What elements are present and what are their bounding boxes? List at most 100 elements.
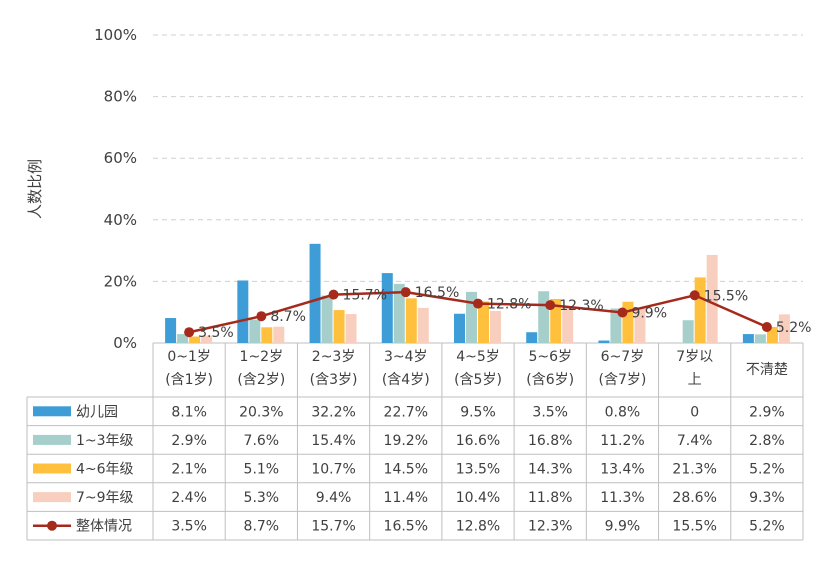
y-tick-label: 100% <box>94 26 137 44</box>
table-cell: 8.1% <box>171 404 207 420</box>
category-label: (含5岁) <box>454 372 502 388</box>
table-cell: 15.4% <box>311 433 355 449</box>
overall-line-point <box>545 300 556 311</box>
y-tick-label: 0% <box>113 334 137 352</box>
bar <box>610 308 622 343</box>
table-cell: 14.5% <box>384 462 428 478</box>
data-label: 16.5% <box>415 285 459 301</box>
y-tick-label: 20% <box>104 272 137 290</box>
bar <box>165 318 177 343</box>
y-tick-label: 60% <box>104 149 137 167</box>
table-cell: 20.3% <box>239 404 283 420</box>
data-label: 5.2% <box>776 320 812 336</box>
bar <box>333 310 345 343</box>
table-cell: 16.8% <box>528 433 572 449</box>
overall-line-point <box>328 289 339 300</box>
bar <box>405 298 417 343</box>
table-cell: 16.6% <box>456 433 500 449</box>
bar <box>490 310 501 343</box>
bar <box>598 340 610 343</box>
bar <box>778 314 790 343</box>
bar <box>249 319 261 343</box>
table-cell: 11.8% <box>528 490 572 506</box>
data-label: 8.7% <box>270 309 306 325</box>
category-label: 2~3岁 <box>312 349 356 365</box>
table-cell: 32.2% <box>311 404 355 420</box>
overall-line-point <box>689 290 700 301</box>
data-table: 0~1岁 (含1岁) 1~2岁 (含2岁) 2~3岁 (含3岁) 3~4岁 (含4岁) 4~5岁… <box>26 343 804 541</box>
table-cell: 10.4% <box>456 490 500 506</box>
data-label: 15.5% <box>704 288 748 304</box>
category-label: 1~2岁 <box>240 349 284 365</box>
category-label: 4~5岁 <box>456 349 500 365</box>
legend-swatch <box>33 434 71 445</box>
table-cell: 13.4% <box>600 462 644 478</box>
table-cell: 13.5% <box>456 462 500 478</box>
table-cell: 0.8% <box>605 404 641 420</box>
table-cell: 9.4% <box>316 490 352 506</box>
overall-line-point <box>256 311 267 322</box>
table-cell: 5.1% <box>244 462 280 478</box>
bar <box>766 326 778 343</box>
table-cell: 11.3% <box>600 490 644 506</box>
overall-line-point <box>473 298 483 309</box>
category-label: (含2岁) <box>237 372 285 388</box>
y-axis-label: 人数比例 <box>26 159 44 219</box>
data-label: 9.9% <box>631 306 667 322</box>
table-cell: 3.5% <box>171 519 207 535</box>
category-label: 3~4岁 <box>384 349 428 365</box>
bar <box>189 336 201 343</box>
bar <box>562 306 574 343</box>
table-cell: 9.3% <box>749 490 785 506</box>
bar <box>622 301 634 343</box>
overall-line-point <box>184 327 195 338</box>
bar <box>754 334 766 343</box>
table-cell: 5.2% <box>749 519 785 535</box>
legend-label: 整体情况 <box>76 519 132 535</box>
overall-line-point <box>761 321 772 332</box>
data-label: 12.8% <box>487 297 531 313</box>
category-label: (含4岁) <box>382 372 430 388</box>
table-cell: 2.1% <box>171 462 207 478</box>
bar <box>393 283 405 343</box>
bar <box>538 291 550 343</box>
legend-swatch-marker <box>47 520 57 531</box>
bar <box>273 326 285 343</box>
table-cell: 11.2% <box>600 433 644 449</box>
table-cell: 11.4% <box>384 490 428 506</box>
legend-label: 幼儿园 <box>76 404 118 420</box>
category-label: (含1岁) <box>165 372 213 388</box>
category-label: (含3岁) <box>310 372 358 388</box>
table-cell: 9.5% <box>460 404 496 420</box>
bar <box>454 313 465 343</box>
bar <box>466 291 477 343</box>
overall-line-point <box>400 287 411 298</box>
table-cell: 9.9% <box>605 519 641 535</box>
bar <box>177 334 189 343</box>
bar <box>261 327 273 343</box>
table-cell: 14.3% <box>528 462 572 478</box>
category-label: 6~7岁 <box>601 349 645 365</box>
bar <box>550 298 562 343</box>
bar <box>706 254 718 343</box>
table-cell: 2.8% <box>749 433 785 449</box>
bar <box>417 307 429 343</box>
data-label: 15.7% <box>343 288 387 304</box>
table-cell: 10.7% <box>311 462 355 478</box>
table-cell: 19.2% <box>384 433 428 449</box>
overall-line: 3.5% 8.7% 15.7% 16.5% 12.8% 12.3% 9.9% 15.5% 5.2… <box>184 285 811 341</box>
table-cell: 7.6% <box>244 433 280 449</box>
bar <box>694 277 706 343</box>
category-label: (含7岁) <box>599 372 647 388</box>
table-cell: 2.9% <box>171 433 207 449</box>
bar <box>742 334 754 343</box>
bar <box>309 243 321 343</box>
table-cell: 8.7% <box>244 519 280 535</box>
bar <box>345 314 357 343</box>
bar <box>634 308 646 343</box>
bar <box>237 280 249 343</box>
table-cell: 3.5% <box>532 404 568 420</box>
table-cell: 2.4% <box>171 490 207 506</box>
legend-label: 7~9年级 <box>76 490 134 506</box>
